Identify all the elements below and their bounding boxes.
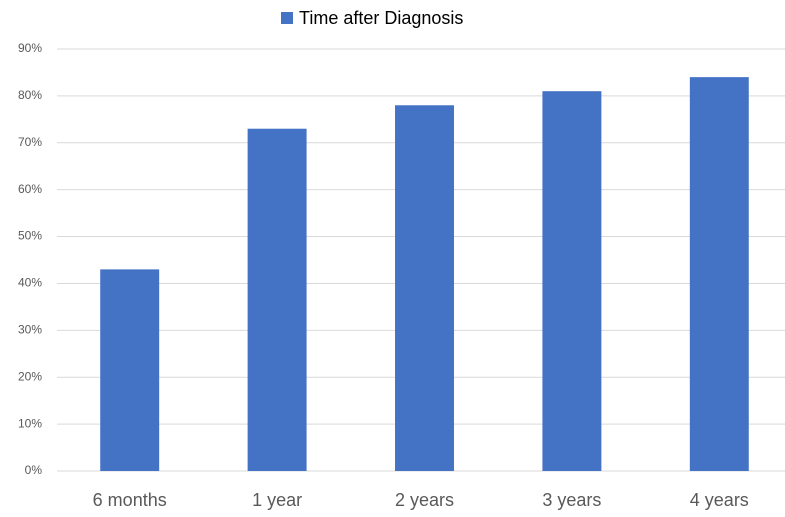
x-tick-label: 2 years xyxy=(395,490,454,510)
x-tick-label: 6 months xyxy=(93,490,167,510)
y-tick-label: 40% xyxy=(18,276,42,290)
x-tick-label: 3 years xyxy=(542,490,601,510)
y-tick-label: 20% xyxy=(18,369,42,383)
bar xyxy=(247,128,307,471)
y-tick-label: 70% xyxy=(18,135,42,149)
y-tick-label: 10% xyxy=(18,416,42,430)
y-tick-label: 50% xyxy=(18,229,42,243)
x-tick-label: 1 year xyxy=(252,490,302,510)
y-tick-label: 30% xyxy=(18,323,42,337)
legend-swatch xyxy=(281,12,293,24)
y-tick-label: 0% xyxy=(25,463,43,477)
bar xyxy=(689,77,749,471)
x-tick-label: 4 years xyxy=(690,490,749,510)
y-tick-label: 80% xyxy=(18,88,42,102)
y-tick-label: 60% xyxy=(18,182,42,196)
y-tick-label: 90% xyxy=(18,41,42,55)
bar xyxy=(395,105,454,472)
bar xyxy=(100,269,160,471)
legend-label: Time after Diagnosis xyxy=(299,8,463,28)
bar xyxy=(542,91,602,471)
